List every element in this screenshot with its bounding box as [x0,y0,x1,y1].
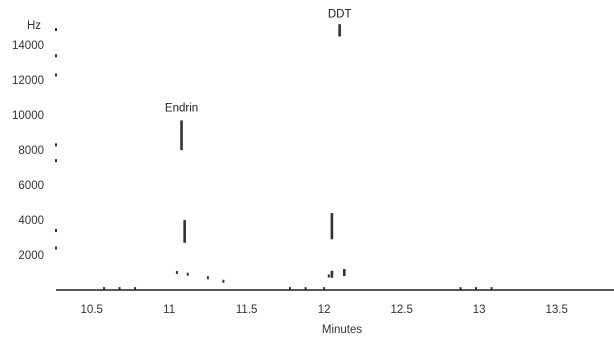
x-tick-label: 13.5 [545,304,567,316]
y-tick-label: 12000 [12,75,44,87]
x-tick-label: 12 [318,304,331,316]
y-axis-title: Hz [27,20,41,32]
data-point [187,273,189,276]
data-point [55,73,57,76]
data-point [55,247,57,250]
x-tick-label: 11 [163,304,175,316]
x-tick-label: 12.5 [390,304,412,316]
data-point [55,229,57,232]
data-point [55,54,57,57]
y-tick-label: 6000 [18,180,44,192]
y-tick-label: 2000 [18,250,44,262]
y-tick-label: 4000 [18,215,44,227]
peak-annotations: Endrin DDT [165,8,352,114]
data-marks [55,24,493,290]
x-axis-title: Minutes [322,324,363,336]
x-tick-label: 11.5 [236,304,258,316]
peak-annotation: Endrin [165,103,198,115]
data-point [207,276,209,279]
data-point [55,28,57,31]
data-point [55,143,57,146]
data-point [176,271,178,274]
axis-ticks: 10.5 11 11.5 12 12.5 13 13.5 2000 4000 6000 8000 10… [12,40,568,316]
y-tick-label: 8000 [18,145,44,157]
x-tick-label: 13 [473,304,486,316]
y-tick-label: 14000 [12,40,44,52]
data-point [222,280,224,283]
data-point [55,159,57,162]
y-tick-label: 10000 [12,110,44,122]
peak-annotation: DDT [328,8,352,20]
x-tick-label: 10.5 [80,304,102,316]
data-point [328,275,330,278]
